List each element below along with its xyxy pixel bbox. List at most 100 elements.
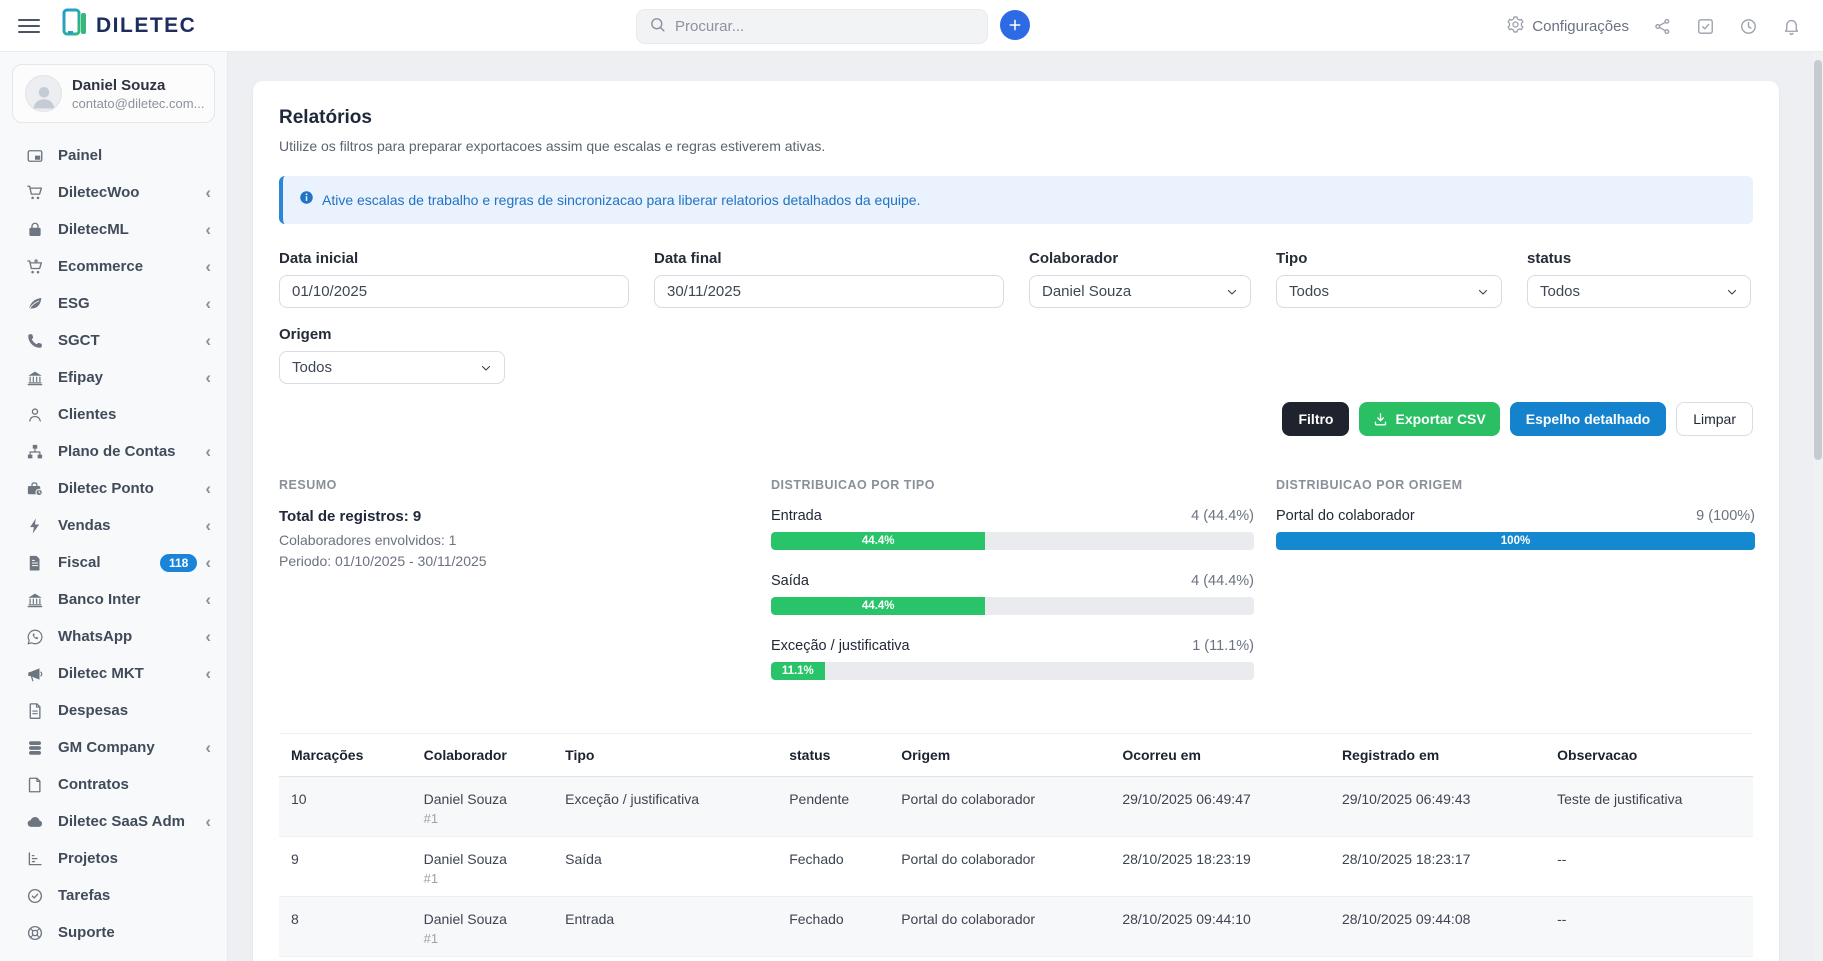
scrollbar-thumb[interactable]	[1814, 60, 1822, 460]
cell-marcacoes: 10	[279, 776, 412, 837]
notifications-button[interactable]	[1782, 17, 1801, 36]
share-button[interactable]	[1653, 17, 1672, 36]
cell-registrado-em: 28/10/2025 18:23:17	[1329, 836, 1546, 897]
bag-icon	[26, 220, 45, 239]
data-final-label: Data final	[654, 250, 722, 267]
sidebar-item-diletec-ponto[interactable]: Diletec Ponto ‹	[0, 470, 227, 507]
resumo-colaboradores: Colaboradores envolvidos: 1	[279, 532, 457, 548]
clock-icon	[1741, 18, 1756, 34]
colaborador-label: Colaborador	[1029, 250, 1119, 267]
sidebar-item-esg[interactable]: ESG ‹	[0, 285, 227, 322]
history-button[interactable]	[1739, 17, 1758, 36]
info-banner: Ative escalas de trabalho e regras de si…	[279, 176, 1753, 224]
bar-row-excecao: Exceção / justificativa 1 (11.1%) 11.1%	[771, 638, 1254, 680]
cell-ocorreu-em: 29/10/2025 06:49:47	[1110, 776, 1330, 837]
chevron-left-icon: ‹	[205, 738, 211, 757]
sidebar-item-label: Suporte	[58, 924, 115, 941]
resumo-total: Total de registros: 9	[279, 508, 422, 525]
bar-row-saida: Saída 4 (44.4%) 44.4%	[771, 573, 1254, 615]
cell-ocorreu-em: 28/10/2025 09:44:10	[1110, 896, 1330, 957]
sidebar-item-gm-company[interactable]: GM Company ‹	[0, 729, 227, 766]
sidebar-menu: Painel DiletecWoo ‹ DiletecML ‹ Ecommerc…	[0, 137, 227, 951]
origem-value: Todos	[292, 359, 333, 376]
add-button[interactable]	[1000, 10, 1030, 40]
sidebar-item-despesas[interactable]: Despesas	[0, 692, 227, 729]
origem-select[interactable]: Todos	[279, 351, 505, 384]
chevron-left-icon: ‹	[205, 553, 211, 572]
leaf-icon	[26, 294, 45, 313]
chevron-left-icon: ‹	[205, 368, 211, 387]
data-inicial-label: Data inicial	[279, 250, 359, 267]
data-final-input[interactable]	[654, 275, 1004, 308]
global-search[interactable]	[636, 9, 988, 44]
sidebar-item-suporte[interactable]: Suporte	[0, 914, 227, 951]
report-table: Marcações Colaborador Tipo status Origem…	[279, 733, 1753, 957]
cell-status: Fechado	[777, 896, 890, 957]
limpar-button[interactable]: Limpar	[1676, 402, 1753, 436]
chevron-left-icon: ‹	[205, 257, 211, 276]
distribuicao-origem-block: DISTRIBUICAO POR ORIGEM Portal do colabo…	[1276, 478, 1755, 703]
share-icon	[1655, 18, 1670, 34]
tasks-button[interactable]	[1696, 17, 1715, 36]
search-icon	[649, 16, 666, 38]
topbar-actions: Configurações	[1506, 0, 1801, 52]
colaborador-select[interactable]: Daniel Souza	[1029, 275, 1251, 308]
sidebar-item-diletec-mkt[interactable]: Diletec MKT ‹	[0, 655, 227, 692]
exportar-csv-button[interactable]: Exportar CSV	[1359, 402, 1500, 436]
chevron-down-icon	[1727, 289, 1737, 295]
sidebar-item-diletecwoo[interactable]: DiletecWoo ‹	[0, 174, 227, 211]
table-row[interactable]: 10 Daniel Souza #1 Exceção / justificativ…	[279, 776, 1753, 837]
table-row[interactable]: 8 Daniel Souza #1 Entrada Fechado Portal …	[279, 896, 1753, 957]
sidebar-item-label: Ecommerce	[58, 258, 144, 275]
tipo-select[interactable]: Todos	[1276, 275, 1502, 308]
sidebar-item-diletec-saas-adm[interactable]: Diletec SaaS Adm ‹	[0, 803, 227, 840]
sidebar-item-vendas[interactable]: Vendas ‹	[0, 507, 227, 544]
bar-row-portal: Portal do colaborador 9 (100%) 100%	[1276, 508, 1755, 550]
sidebar-item-label: DiletecWoo	[58, 184, 140, 201]
bank-icon	[26, 368, 45, 387]
sidebar-item-fiscal[interactable]: Fiscal 118 ‹	[0, 544, 227, 581]
hamburger-menu-icon[interactable]	[18, 18, 40, 33]
espelho-detalhado-button[interactable]: Espelho detalhado	[1509, 402, 1667, 436]
bar-value: 4 (44.4%)	[1191, 508, 1254, 524]
vertical-scrollbar[interactable]	[1813, 52, 1823, 961]
check-circle-icon	[26, 886, 45, 905]
table-row[interactable]: 9 Daniel Souza #1 Saída Fechado Portal do…	[279, 836, 1753, 897]
sidebar-item-efipay[interactable]: Efipay ‹	[0, 359, 227, 396]
settings-button[interactable]: Configurações	[1506, 15, 1629, 38]
sidebar-item-ecommerce[interactable]: Ecommerce ‹	[0, 248, 227, 285]
briefcase-clock-icon	[26, 479, 45, 498]
cell-tipo: Exceção / justificativa	[553, 776, 778, 837]
filtro-button[interactable]: Filtro	[1282, 402, 1350, 436]
tipo-label: Tipo	[1276, 250, 1308, 267]
status-label: status	[1527, 250, 1572, 267]
sidebar-item-sgct[interactable]: SGCT ‹	[0, 322, 227, 359]
data-inicial-input[interactable]	[279, 275, 629, 308]
sidebar-item-label: Plano de Contas	[58, 443, 176, 460]
sidebar-item-plano-de-contas[interactable]: Plano de Contas ‹	[0, 433, 227, 470]
sidebar-item-projetos[interactable]: Projetos	[0, 840, 227, 877]
sidebar-item-whatsapp[interactable]: WhatsApp ‹	[0, 618, 227, 655]
sidebar-item-diletecml[interactable]: DiletecML ‹	[0, 211, 227, 248]
sidebar-item-tarefas[interactable]: Tarefas	[0, 877, 227, 914]
sidebar-item-painel[interactable]: Painel	[0, 137, 227, 174]
chevron-left-icon: ‹	[205, 590, 211, 609]
plus-icon	[1009, 19, 1021, 31]
sidebar-item-banco-inter[interactable]: Banco Inter ‹	[0, 581, 227, 618]
col-status: status	[777, 733, 890, 777]
cloud-icon	[26, 812, 45, 831]
status-select[interactable]: Todos	[1527, 275, 1751, 308]
user-card[interactable]: Daniel Souza contato@diletec.com...	[12, 64, 215, 123]
search-input[interactable]	[675, 18, 975, 35]
settings-label: Configurações	[1532, 17, 1629, 35]
sidebar-item-contratos[interactable]: Contratos	[0, 766, 227, 803]
document-icon	[26, 553, 45, 572]
bar-label: Exceção / justificativa	[771, 638, 910, 654]
col-observacao: Observacao	[1545, 733, 1753, 777]
colaborador-value: Daniel Souza	[1042, 283, 1132, 300]
resumo-periodo: Periodo: 01/10/2025 - 30/11/2025	[279, 553, 487, 569]
lightning-icon	[26, 516, 45, 535]
logo-text: DILETEC	[96, 13, 197, 37]
app-logo[interactable]: DILETEC	[62, 8, 196, 43]
sidebar-item-clientes[interactable]: Clientes	[0, 396, 227, 433]
